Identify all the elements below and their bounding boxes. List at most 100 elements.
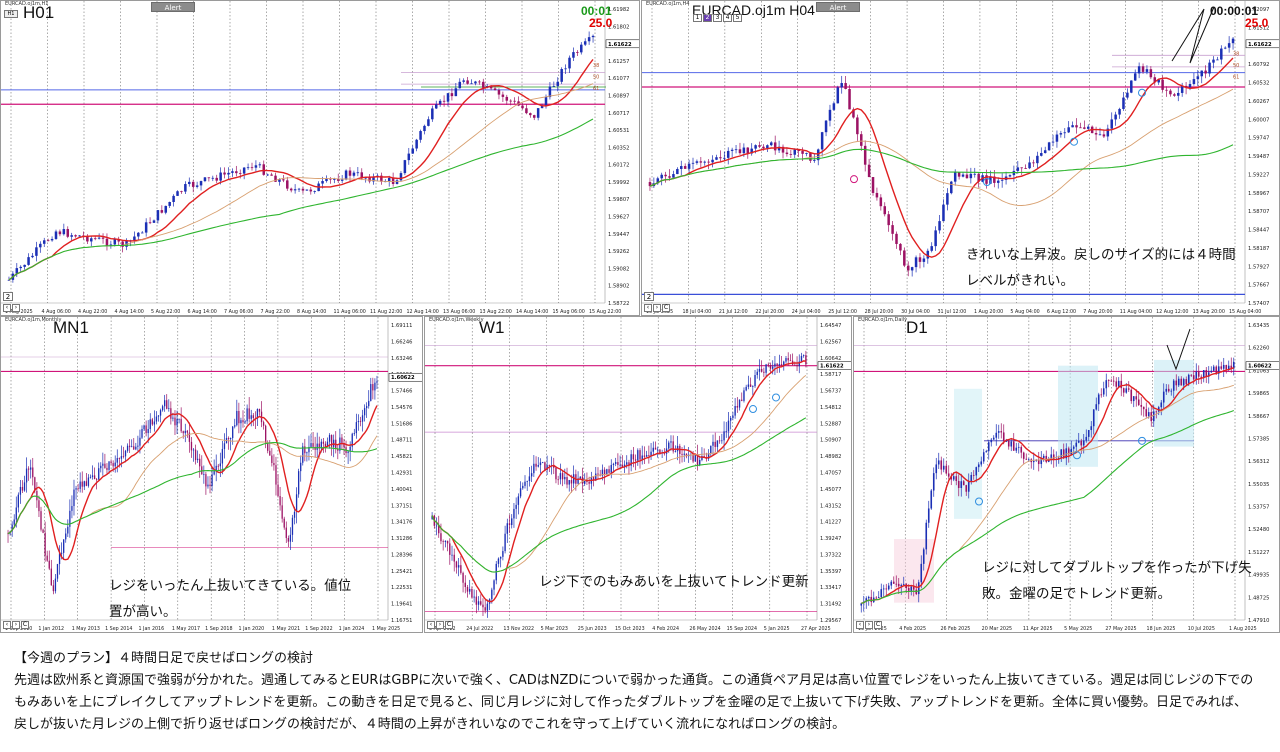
mn1-candle [275,465,277,485]
h1-btn-left[interactable]: ‹ [3,304,11,312]
h4-page-5[interactable]: 5 [733,14,742,22]
mn1-chart-buttons[interactable]: ‹ › C [3,621,29,629]
h1-candle [117,239,120,242]
mn1-candle [262,422,265,426]
h4-candle [734,149,738,151]
mn1-candle [287,538,290,542]
h1-alert-button[interactable]: Alert [151,2,195,12]
h1-chart-buttons[interactable]: ‹ › [3,304,20,312]
h1-timeframe-select[interactable]: H1 [4,10,18,18]
mn1-candle [40,511,42,530]
mn1-candle [316,443,318,450]
d1-price-label: 1.53757 [1248,505,1269,511]
h1-scale-indicator[interactable]: 2 [3,292,13,301]
h4-annotation-line-1: きれいな上昇波。戻しのサイズ的には４時間 [966,247,1236,263]
h1-candle [470,83,473,85]
mn1-candle [337,448,339,451]
h1-time-label: 15 Aug 06:00 [553,309,585,315]
mn1-candle [116,458,118,463]
h4-candle [961,174,965,177]
h4-btn-c[interactable]: C [662,304,670,312]
mn1-candle [207,484,209,487]
h4-page-3[interactable]: 3 [713,14,722,22]
h1-candle [352,172,356,176]
w1-btn-right[interactable]: › [436,621,444,629]
chart-panel-mn1[interactable]: 1.691111.662461.632461.601561.574661.545… [0,316,423,633]
d1-candle [1147,412,1150,417]
chart-panel-h4[interactable]: 1.620971.615121.610521.607921.605321.602… [641,0,1280,316]
mn1-candle [308,446,310,453]
chart-panel-d1[interactable]: 1.63435 1.62260 1.61063 1.59865 1.58667 1.573… [853,316,1280,633]
mn1-btn-left[interactable]: ‹ [3,621,11,629]
w1-candle [473,596,475,598]
h4-page-buttons[interactable]: 1 2 3 4 5 [693,14,742,22]
d1-candle [885,588,888,590]
h4-candle [680,166,683,169]
mn1-candle [153,421,156,425]
w1-chart-buttons[interactable]: ‹ › C [427,621,453,629]
w1-candle [526,481,528,482]
mn1-candle [133,446,135,450]
h1-btn-right[interactable]: › [12,304,20,312]
h4-page-1[interactable]: 1 [693,14,702,22]
w1-time-label: 5 Jan 2025 [764,626,790,632]
d1-btn-c[interactable]: C [874,621,882,629]
mn1-candle [176,418,178,426]
d1-chart-buttons[interactable]: ‹ › C [856,621,882,629]
h1-current-price: 1.61622 [608,42,632,48]
mn1-btn-right[interactable]: › [12,621,20,629]
w1-candle [626,462,628,465]
commentary-line-2: もみあいを上にブレイクしてアップトレンドを更新。この動きを日足で見ると、同じ月レ… [14,695,1248,710]
h4-btn-right[interactable]: › [653,304,661,312]
mn1-candle [13,519,15,525]
d1-candle [1080,440,1083,446]
w1-candle [785,358,787,362]
h1-candle [368,177,371,182]
mn1-candle [157,415,160,417]
w1-time-label: 5 Mar 2023 [541,626,568,632]
mn1-timeframe-label: MN1 [53,318,89,337]
h4-page-2[interactable]: 2 [703,14,712,22]
w1-candle [548,465,551,467]
w1-current-price: 1.61622 [820,364,844,370]
mn1-candle [357,421,360,423]
d1-btn-left[interactable]: ‹ [856,621,864,629]
h4-scale-indicator[interactable]: 2 [644,292,654,301]
mn1-candle [104,463,106,468]
d1-btn-right[interactable]: › [865,621,873,629]
w1-btn-c[interactable]: C [445,621,453,629]
mn1-btn-c[interactable]: C [21,621,29,629]
mn1-candle [324,443,327,447]
chart-panel-h1[interactable]: 1.619821.618021.614421.612571.610771.608… [0,0,640,316]
h4-fib-label: 50 [1233,63,1239,69]
h1-price-label: 1.61982 [608,7,629,13]
h4-candle [922,258,926,262]
d1-candle [937,460,940,465]
h1-price-label: 1.60172 [608,163,629,169]
h4-candle [805,153,808,154]
h1-chart-canvas[interactable]: 1.619821.618021.614421.612571.610771.608… [1,1,640,316]
w1-price-label: 1.39247 [820,536,841,542]
mn1-candle [221,448,224,464]
h1-candle [548,86,552,98]
h4-chart-buttons[interactable]: ‹ › C [644,304,670,312]
d1-candle [967,481,970,492]
h4-page-4[interactable]: 4 [723,14,732,22]
w1-candle [546,465,548,471]
chart-panel-w1[interactable]: 1.64547 1.62567 1.60642 1.58717 1.56737 1.548… [424,316,852,633]
d1-candle [1005,440,1008,442]
d1-chart-canvas[interactable]: 1.63435 1.62260 1.61063 1.59865 1.58667 1.573… [854,317,1280,633]
h1-candle [372,176,375,182]
w1-candle [614,462,617,464]
w1-chart-canvas[interactable]: 1.64547 1.62567 1.60642 1.58717 1.56737 1.548… [425,317,852,633]
h4-btn-left[interactable]: ‹ [644,304,652,312]
mn1-chart-canvas[interactable]: 1.691111.662461.632461.601561.574661.545… [1,317,423,633]
h4-candle [1157,79,1160,83]
mn1-candle [314,446,316,450]
mn1-candle [67,526,69,534]
h4-chart-canvas[interactable]: 1.620971.615121.610521.607921.605321.602… [642,1,1280,316]
h4-alert-button[interactable]: Alert [816,2,860,12]
h1-candle [576,52,579,53]
w1-candle [685,453,688,457]
w1-btn-left[interactable]: ‹ [427,621,435,629]
